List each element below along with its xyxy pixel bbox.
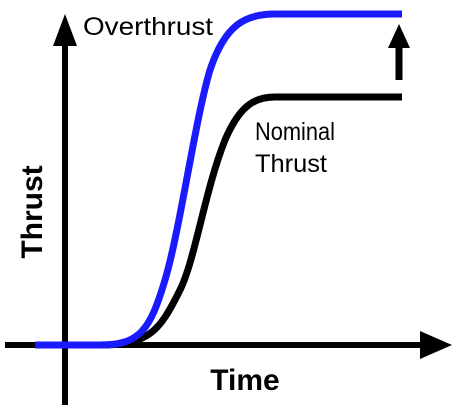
y-axis-label: Thrust — [16, 165, 49, 258]
overthrust-curve — [35, 10, 402, 349]
overthrust-label: Overthrust — [83, 13, 213, 41]
increase-arrow-head — [388, 24, 410, 48]
nominal-thrust-curve — [40, 93, 402, 349]
x-axis-arrow — [420, 331, 452, 359]
nominal-label-line: Thrust — [255, 150, 327, 178]
nominal-label-line: Nominal — [255, 118, 335, 146]
y-axis-arrow — [53, 14, 77, 46]
x-axis-label: Time — [210, 364, 279, 397]
